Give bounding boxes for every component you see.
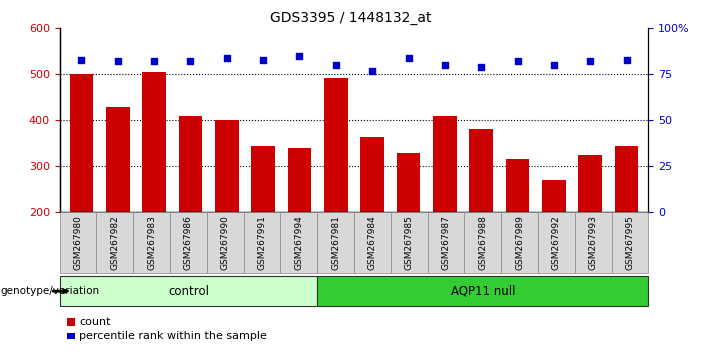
Text: AQP11 null: AQP11 null [451, 285, 515, 298]
Bar [215, 120, 238, 212]
Point [149, 59, 160, 64]
Point [475, 64, 486, 70]
Bar [106, 108, 130, 212]
Text: GSM267984: GSM267984 [368, 215, 377, 270]
Bar [69, 74, 93, 212]
Text: count: count [79, 317, 111, 327]
Point [548, 62, 559, 68]
Bar [433, 116, 456, 212]
Text: GSM267986: GSM267986 [184, 215, 193, 270]
Text: GSM267989: GSM267989 [515, 215, 524, 270]
Text: GSM267990: GSM267990 [221, 215, 230, 270]
Point [440, 62, 451, 68]
Point [403, 55, 414, 61]
Bar [142, 72, 166, 212]
Text: GSM267987: GSM267987 [442, 215, 451, 270]
Text: GSM267993: GSM267993 [589, 215, 598, 270]
Point [294, 53, 305, 59]
Text: GSM267982: GSM267982 [110, 215, 119, 270]
Text: genotype/variation: genotype/variation [1, 286, 100, 296]
Text: GSM267992: GSM267992 [552, 215, 561, 270]
Bar [578, 155, 602, 212]
Point [112, 59, 123, 64]
Point [585, 59, 596, 64]
Bar [324, 78, 348, 212]
Point [222, 55, 233, 61]
Bar [287, 148, 311, 212]
Text: percentile rank within the sample: percentile rank within the sample [79, 331, 267, 341]
Point [621, 57, 632, 62]
Bar [615, 146, 639, 212]
Bar [179, 116, 203, 212]
Bar [470, 129, 493, 212]
Text: GSM267985: GSM267985 [404, 215, 414, 270]
Point [367, 68, 378, 74]
Text: GDS3395 / 1448132_at: GDS3395 / 1448132_at [270, 11, 431, 25]
Text: GSM267981: GSM267981 [331, 215, 340, 270]
Text: GSM267995: GSM267995 [625, 215, 634, 270]
Bar [397, 154, 421, 212]
Point [257, 57, 268, 62]
Text: control: control [168, 285, 209, 298]
Bar [505, 160, 529, 212]
Text: GSM267994: GSM267994 [294, 215, 304, 270]
Bar [360, 137, 384, 212]
Bar [542, 180, 566, 212]
Point [185, 59, 196, 64]
Text: GSM267988: GSM267988 [478, 215, 487, 270]
Bar [252, 146, 275, 212]
Point [330, 62, 341, 68]
Point [512, 59, 523, 64]
Text: GSM267983: GSM267983 [147, 215, 156, 270]
Text: GSM267980: GSM267980 [74, 215, 83, 270]
Point [76, 57, 87, 62]
Text: GSM267991: GSM267991 [257, 215, 266, 270]
